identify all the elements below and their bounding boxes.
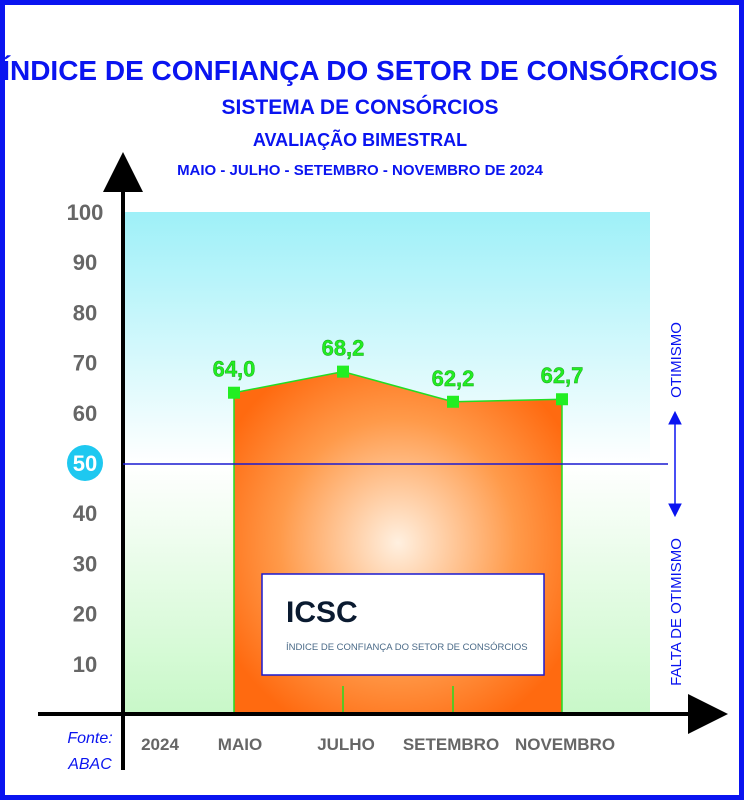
subtitle: SISTEMA DE CONSÓRCIOS [222, 95, 499, 119]
y-tick-label: 20 [73, 602, 97, 627]
y-tick-label: 80 [73, 300, 97, 325]
y-tick-label: 10 [73, 652, 97, 677]
lack-of-optimism-label: FALTA DE OTIMISMO [668, 538, 685, 686]
data-point [228, 386, 240, 399]
y-tick-label: 100 [67, 200, 104, 225]
y-tick-label: 30 [73, 551, 97, 576]
optimism-label: OTIMISMO [668, 322, 685, 398]
data-point [337, 365, 349, 378]
data-label: 64,0 [213, 357, 256, 382]
year-label: 2024 [141, 735, 179, 754]
x-tick-label: NOVEMBRO [515, 735, 615, 754]
double-arrow-icon [668, 410, 682, 518]
x-tick-label: SETEMBRO [403, 735, 499, 754]
y-tick-label: 50 [73, 451, 97, 476]
data-label: 62,2 [432, 366, 475, 391]
period-subtitle: MAIO - JULHO - SETEMBRO - NOVEMBRO DE 20… [177, 162, 544, 179]
y-tick-label: 70 [73, 351, 97, 376]
logo-box: ICSC ÍNDICE DE CONFIANÇA DO SETOR DE CON… [261, 573, 545, 676]
data-point [447, 395, 459, 408]
data-label: 62,7 [541, 363, 584, 388]
logo-title: ICSC [286, 596, 358, 629]
source-label: Fonte: [67, 730, 112, 747]
main-title: ÍNDICE DE CONFIANÇA DO SETOR DE CONSÓRCI… [2, 55, 718, 86]
highlight-circle [67, 445, 103, 481]
data-label: 68,2 [322, 336, 365, 361]
y-tick-label: 60 [73, 401, 97, 426]
y-tick-label: 40 [73, 501, 97, 526]
subtitle-2: AVALIAÇÃO BIMESTRAL [253, 129, 467, 150]
x-tick-label: MAIO [218, 735, 262, 754]
data-point [556, 393, 568, 406]
logo-subtitle: ÍNDICE DE CONFIANÇA DO SETOR DE CONSÓRCI… [286, 642, 528, 653]
x-tick-label: JULHO [317, 735, 375, 754]
source-value: ABAC [67, 756, 112, 773]
y-tick-label: 90 [73, 250, 97, 275]
